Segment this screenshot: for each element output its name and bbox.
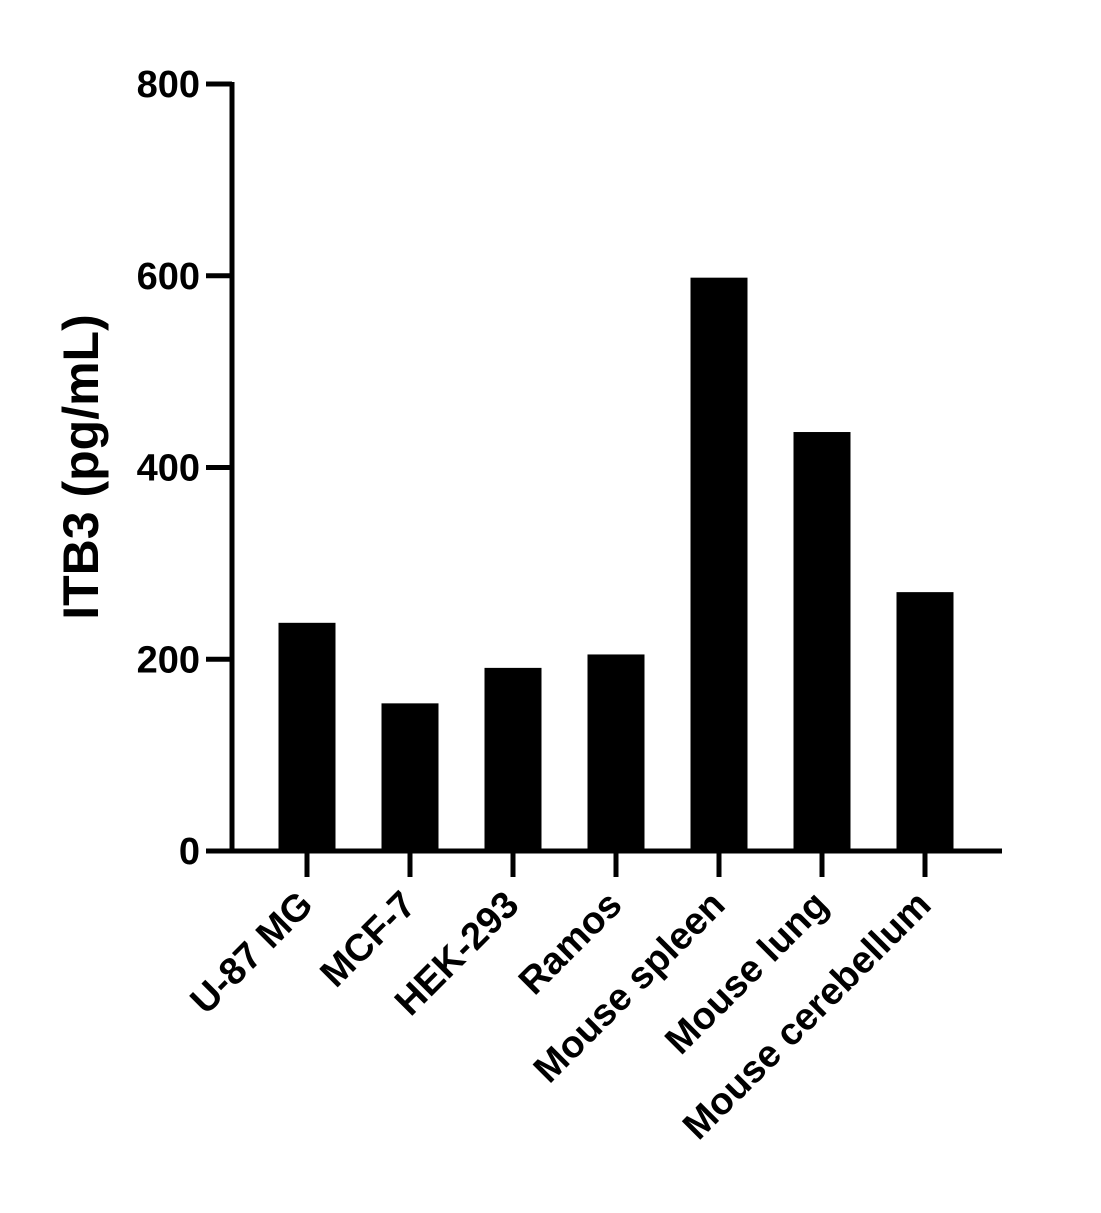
x-tick-label: U-87 MG (183, 884, 322, 1023)
bar (793, 432, 851, 851)
y-tick-label: 0 (179, 831, 200, 873)
bar (484, 667, 542, 851)
y-axis-title: ITB3 (pg/mL) (53, 314, 109, 620)
y-axis-ticks: 0 200 400 600 800 (137, 64, 232, 873)
bar (896, 592, 954, 851)
bar (381, 703, 439, 851)
bar (587, 654, 645, 851)
y-tick-label: 800 (137, 64, 200, 106)
y-tick-label: 400 (137, 448, 200, 490)
bar (278, 622, 336, 851)
bars (278, 277, 954, 852)
y-tick-label: 200 (137, 639, 200, 681)
bar (690, 277, 748, 852)
y-tick-label: 600 (137, 256, 200, 298)
